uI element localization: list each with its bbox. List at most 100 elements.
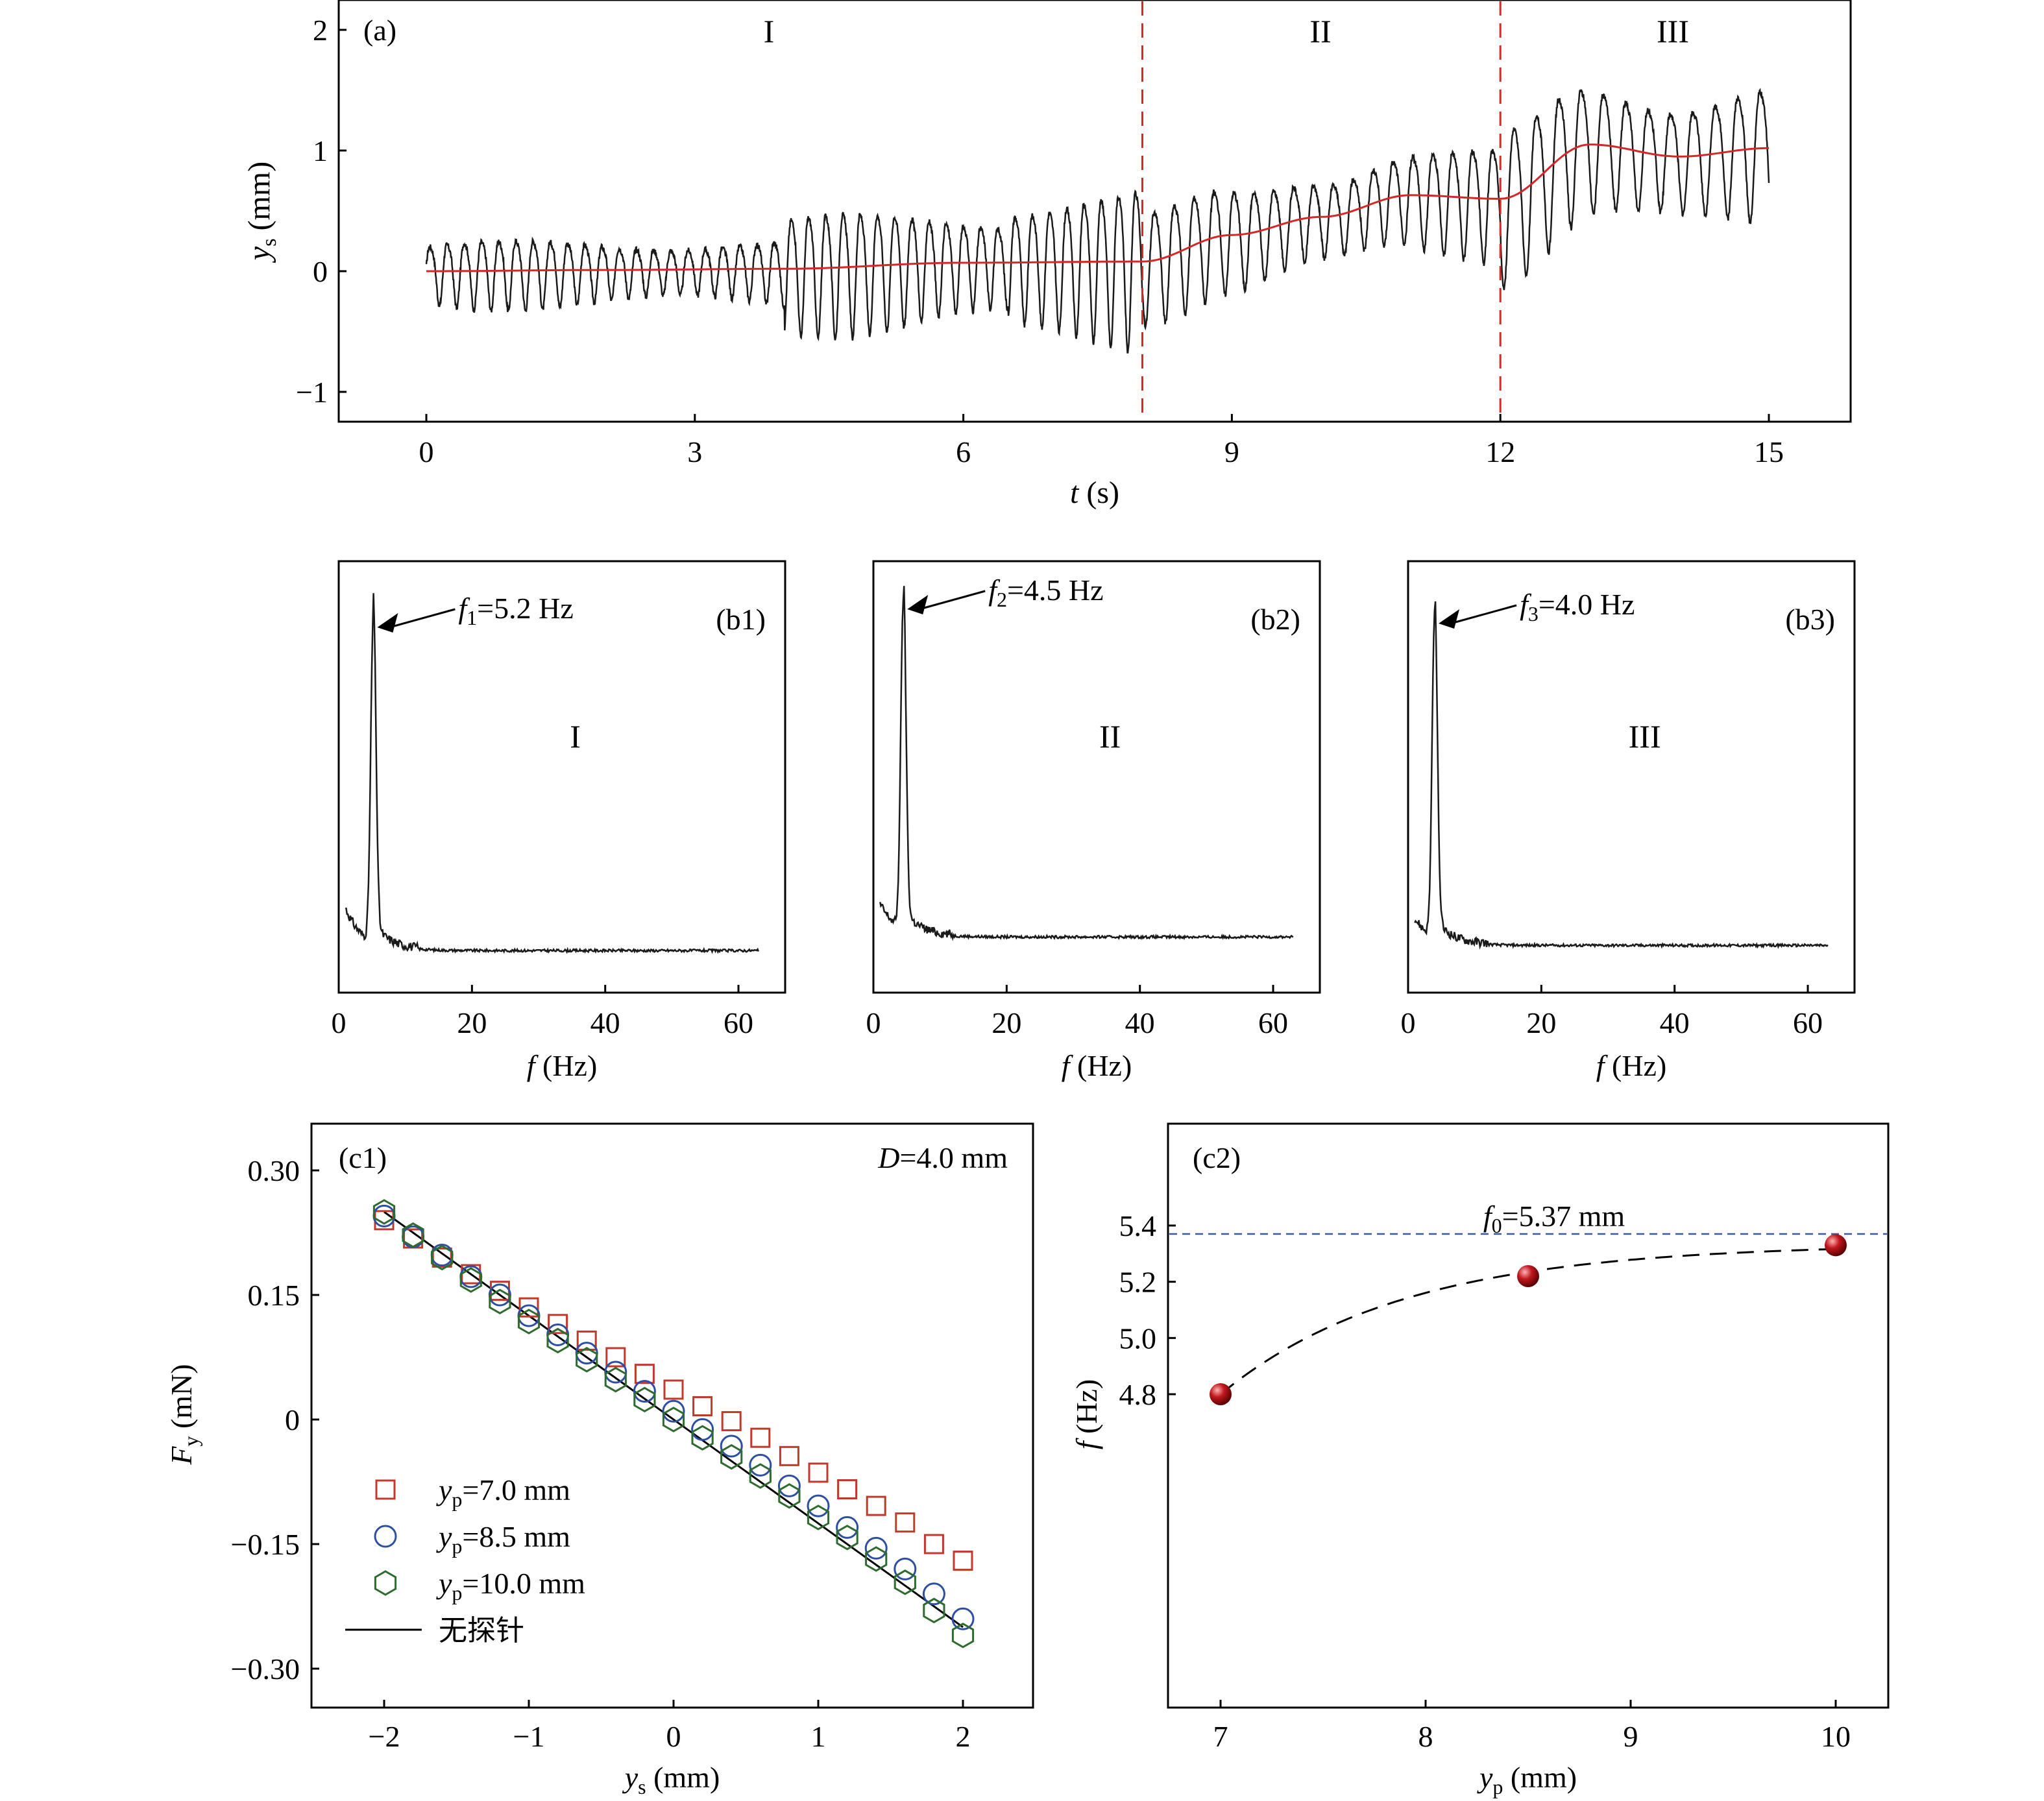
panel-a-y-axis-label: ys (mm) — [242, 162, 280, 263]
legend-marker — [375, 1479, 396, 1500]
panel-c2-x-ticks: 7 8 9 10 — [1213, 1700, 1851, 1753]
data-point-hexagon — [951, 1623, 975, 1649]
x-tick-label: 20 — [1526, 1006, 1556, 1039]
panel-label: (b3) — [1785, 603, 1835, 636]
data-point-hexagon — [546, 1327, 569, 1354]
data-point-hexagon — [836, 1525, 858, 1551]
peak-annotation: f3=4.0 Hz — [1520, 588, 1635, 625]
panel-label: (b2) — [1250, 603, 1300, 636]
region-label: I — [570, 718, 581, 755]
spectrum-frame — [337, 560, 786, 994]
data-point-hexagon — [691, 1425, 714, 1451]
peak-arrow-head — [1439, 609, 1460, 629]
c1-y-tick-label: 0.15 — [248, 1279, 300, 1312]
data-point-hexagon — [894, 1569, 916, 1595]
data-point-circle — [777, 1474, 801, 1497]
c2-y-tick-label: 5.2 — [1119, 1266, 1157, 1299]
panel-c1: −2 −1 0 1 2 0.30 0.15 0 −0.15 −0.30 (c1) D=4.0 m… — [165, 1122, 1034, 1798]
data-point-hexagon — [749, 1463, 772, 1489]
subscript: p — [452, 1534, 462, 1558]
legend-marker — [374, 1570, 397, 1596]
legend-label: 无探针 — [439, 1614, 524, 1647]
data-point-square — [895, 1512, 916, 1533]
panel-c2-label: (c2) — [1193, 1141, 1241, 1174]
x-tick-label: 20 — [457, 1006, 487, 1039]
data-point-circle — [836, 1516, 859, 1539]
value: =7.0 mm — [462, 1473, 570, 1506]
data-point-circle — [546, 1323, 570, 1346]
a-x-tick-label: 0 — [419, 435, 434, 468]
data-point-sphere — [1517, 1265, 1539, 1287]
value: =4.5 Hz — [1007, 574, 1104, 607]
subscript: 3 — [1528, 602, 1539, 625]
data-point-circle — [662, 1399, 685, 1423]
panel-a-x-ticks: 0 3 6 9 12 15 — [419, 414, 1784, 468]
c1-x-tick-label: −1 — [513, 1720, 545, 1753]
panel-a-x-axis-label: t (s) — [1070, 476, 1119, 510]
data-point-hexagon — [778, 1483, 801, 1509]
data-point-hexagon — [720, 1444, 743, 1470]
c1-y-tick-label: −0.15 — [231, 1528, 300, 1561]
c2-x-tick-label: 10 — [1821, 1720, 1851, 1753]
value: =5.2 Hz — [477, 592, 574, 625]
legend-label: yp=7.0 mm — [436, 1473, 570, 1511]
data-point-square — [750, 1427, 771, 1448]
spectrum-frame — [872, 560, 1321, 994]
data-point-circle — [922, 1582, 945, 1606]
legend-label: yp=10.0 mm — [436, 1567, 585, 1604]
data-point-square — [548, 1314, 568, 1335]
a-y-tick-label: −1 — [296, 376, 328, 409]
panel-c2-y-axis-label: f (Hz) — [1070, 1379, 1103, 1450]
region-label-I: I — [764, 13, 775, 49]
data-point-sphere — [1825, 1234, 1847, 1257]
peak-arrow-shaft — [1455, 604, 1517, 623]
smoothed-mean-line — [426, 143, 1770, 272]
data-point-square — [953, 1551, 973, 1571]
data-point-sphere — [1210, 1383, 1232, 1405]
data-point-hexagon — [807, 1505, 830, 1530]
panel-label: (b1) — [716, 603, 766, 636]
value: =8.5 mm — [462, 1520, 570, 1553]
c1-x-tick-label: −2 — [369, 1720, 400, 1753]
panel-c1-x-ticks: −2 −1 0 1 2 — [369, 1700, 971, 1753]
value: =10.0 mm — [462, 1567, 585, 1600]
spectrum-line — [345, 593, 759, 954]
x-axis-label: f (Hz) — [1062, 1049, 1132, 1082]
c2-x-tick-label: 8 — [1418, 1720, 1433, 1753]
data-point-square — [663, 1379, 684, 1400]
spectrum-frame — [1407, 560, 1856, 994]
panel-c1-y-axis-label: Fy (mN) — [165, 1364, 202, 1465]
data-point-hexagon — [402, 1222, 424, 1248]
panel-c2-plot-area — [1169, 1233, 1887, 1405]
data-point-circle — [807, 1494, 830, 1517]
x-axis-label: f (Hz) — [527, 1049, 598, 1082]
data-point-square — [432, 1247, 452, 1268]
data-point-circle — [633, 1379, 656, 1403]
panel-a-label: (a) — [363, 14, 396, 47]
data-point-hexagon — [923, 1597, 945, 1624]
panel-c2-frame — [1167, 1122, 1890, 1709]
data-point-hexagon — [517, 1309, 541, 1335]
panel-b1: 0 20 40 60 f (Hz) f1=5.2 Hz (b1) I — [332, 560, 786, 1082]
x-tick-label: 0 — [1401, 1006, 1416, 1039]
subscript: p — [452, 1581, 462, 1604]
data-point-hexagon — [604, 1366, 627, 1393]
data-point-square — [808, 1462, 829, 1483]
data-point-circle — [691, 1418, 714, 1441]
a-y-tick-label: 1 — [313, 134, 328, 167]
panel-a-y-ticks: −1 0 1 2 — [296, 14, 347, 409]
data-point-circle — [864, 1536, 888, 1560]
x-tick-label: 60 — [1258, 1006, 1288, 1039]
panel-c2-reference-label: f0=5.37 mm — [1483, 1200, 1625, 1237]
data-point-hexagon — [489, 1288, 511, 1314]
spectrum-line — [1414, 601, 1829, 950]
c1-y-tick-label: 0 — [285, 1403, 300, 1436]
c1-y-tick-label: 0.30 — [248, 1154, 300, 1187]
symbol: y — [436, 1520, 452, 1553]
panel-a-frame — [337, 0, 1852, 423]
c1-y-tick-label: −0.30 — [231, 1652, 300, 1686]
data-point-square — [866, 1495, 886, 1516]
panel-c1-plot-area — [372, 1199, 975, 1649]
